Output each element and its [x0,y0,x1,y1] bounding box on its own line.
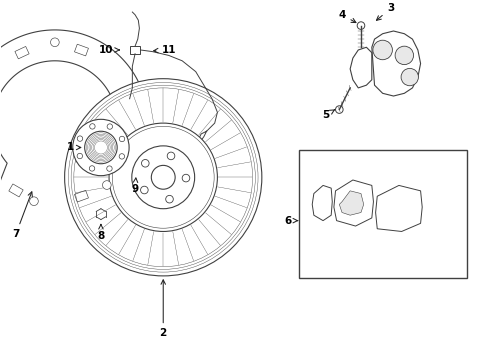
Circle shape [106,166,112,171]
Polygon shape [311,185,331,221]
Circle shape [400,68,418,86]
Circle shape [30,197,38,206]
Circle shape [109,123,217,231]
Circle shape [89,124,95,129]
Polygon shape [349,47,371,88]
Circle shape [167,152,174,160]
Text: 7: 7 [12,192,32,239]
Bar [74,190,88,202]
Bar [15,46,29,59]
Bar [125,99,134,105]
Circle shape [394,46,413,64]
Polygon shape [339,191,363,215]
Circle shape [182,174,189,182]
Text: 8: 8 [97,225,104,241]
Circle shape [141,159,149,167]
Circle shape [119,154,124,159]
Polygon shape [375,185,421,231]
Circle shape [356,22,364,30]
Bar [129,46,140,54]
Text: 2: 2 [159,280,166,338]
Text: 3: 3 [376,3,394,20]
Bar [74,44,88,56]
Text: 1: 1 [66,143,81,153]
Circle shape [107,124,112,129]
Circle shape [372,40,391,60]
Circle shape [165,195,173,203]
Circle shape [140,186,148,194]
Text: 4: 4 [338,10,355,23]
Circle shape [98,211,104,217]
Circle shape [151,165,175,189]
Text: 9: 9 [131,178,138,194]
Text: 6: 6 [284,216,297,226]
Bar [141,169,151,177]
Circle shape [132,146,194,209]
Circle shape [77,153,82,159]
Text: 5: 5 [322,110,334,120]
Text: 11: 11 [153,45,176,55]
Circle shape [64,79,261,276]
Circle shape [84,131,117,164]
Polygon shape [333,180,373,226]
Circle shape [98,203,104,209]
Circle shape [100,170,107,176]
Bar [9,184,23,197]
Circle shape [73,119,129,176]
Text: 10: 10 [99,45,119,55]
Circle shape [77,136,82,141]
Bar [298,150,466,278]
Circle shape [119,136,124,142]
Circle shape [50,38,59,46]
Circle shape [89,166,95,171]
Circle shape [102,181,111,189]
Polygon shape [0,30,148,194]
Circle shape [335,106,343,113]
Polygon shape [371,31,420,96]
